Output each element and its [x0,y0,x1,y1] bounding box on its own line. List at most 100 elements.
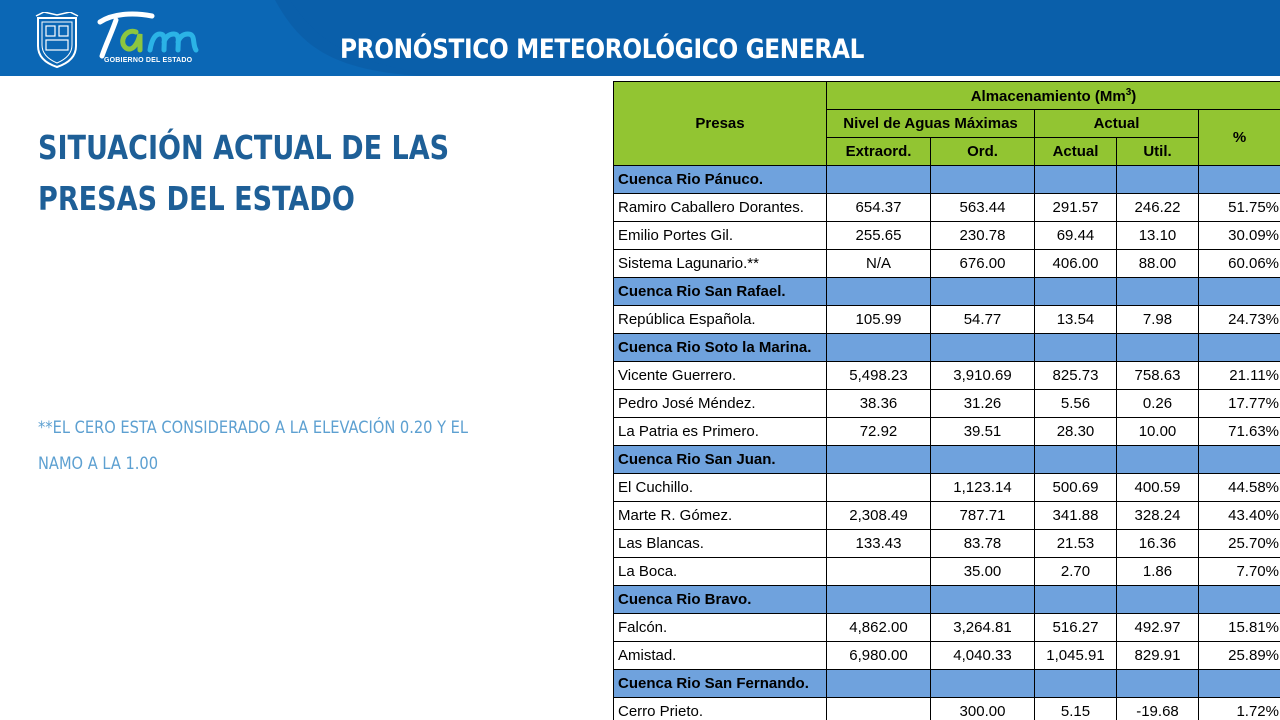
cell-ord: 39.51 [930,417,1035,446]
table-row: Sistema Lagunario.** N/A 676.00 406.00 88.00… [613,249,1280,278]
group-empty-cell [1116,165,1199,194]
cell-util: 16.36 [1116,529,1199,558]
cell-extraord: 5,498.23 [826,361,931,390]
group-empty-cell [826,165,931,194]
cell-ord: 563.44 [930,193,1035,222]
group-empty-cell [1034,445,1117,474]
state-seal-icon [35,12,79,68]
cell-util: 1.86 [1116,557,1199,586]
group-empty-cell [1198,277,1280,306]
presa-name: Pedro José Méndez. [613,389,827,418]
presa-name: Ramiro Caballero Dorantes. [613,193,827,222]
tam-logo [92,8,212,70]
table-row: La Boca. 35.00 2.70 1.86 7.70% [613,557,1280,586]
header-almacenamiento-exponent: 3 [1125,86,1132,98]
cell-pct: 21.11% [1198,361,1280,390]
header-almacenamiento-label: Almacenamiento (Mm [970,87,1126,105]
cell-actual: 1,045.91 [1034,641,1117,670]
group-empty-cell [1034,277,1117,306]
header-actual: Actual [1034,137,1117,166]
table-row: Marte R. Gómez. 2,308.49 787.71 341.88 328.2… [613,501,1280,530]
cell-ord: 300.00 [930,697,1035,720]
group-empty-cell [930,585,1035,614]
header-almacenamiento: Almacenamiento (Mm3) [826,81,1280,110]
cell-ord: 4,040.33 [930,641,1035,670]
group-empty-cell [930,669,1035,698]
cell-actual: 500.69 [1034,473,1117,502]
cell-ord: 787.71 [930,501,1035,530]
cell-extraord [826,697,931,720]
table-row: Emilio Portes Gil. 255.65 230.78 69.44 13.10… [613,221,1280,250]
cell-util: 0.26 [1116,389,1199,418]
presa-name: Emilio Portes Gil. [613,221,827,250]
group-empty-cell [930,333,1035,362]
table-row: Vicente Guerrero. 5,498.23 3,910.69 825.73 7… [613,361,1280,390]
presa-name: Vicente Guerrero. [613,361,827,390]
cell-extraord: 72.92 [826,417,931,446]
cell-pct: 1.72% [1198,697,1280,720]
header-nivel-aguas-maximas: Nivel de Aguas Máximas [826,109,1035,138]
table-row: Falcón. 4,862.00 3,264.81 516.27 492.97 15.81… [613,613,1280,642]
group-empty-cell [930,445,1035,474]
group-empty-cell [1198,333,1280,362]
presa-name: República Española. [613,305,827,334]
cell-extraord [826,557,931,586]
cell-extraord: 38.36 [826,389,931,418]
cell-util: 88.00 [1116,249,1199,278]
cell-ord: 35.00 [930,557,1035,586]
group-empty-cell [930,165,1035,194]
header-ord: Ord. [930,137,1035,166]
presa-name: Sistema Lagunario.** [613,249,827,278]
header-percent: % [1198,109,1280,166]
cell-util: 400.59 [1116,473,1199,502]
cell-ord: 83.78 [930,529,1035,558]
cell-util: 13.10 [1116,221,1199,250]
group-empty-cell [826,669,931,698]
page-title-line-1: SITUACIÓN ACTUAL DE LAS [38,128,450,167]
cell-pct: 25.89% [1198,641,1280,670]
group-empty-cell [1198,585,1280,614]
table-group-row: Cuenca Rio San Juan. [613,445,1280,474]
table-group-row: Cuenca Rio Bravo. [613,585,1280,614]
group-name: Cuenca Rio San Juan. [613,445,827,474]
presa-name: Las Blancas. [613,529,827,558]
table-body: Cuenca Rio Pánuco. Ramiro Caballero Doran… [613,165,1280,720]
group-empty-cell [1198,165,1280,194]
cell-ord: 676.00 [930,249,1035,278]
cell-ord: 3,910.69 [930,361,1035,390]
cell-pct: 17.77% [1198,389,1280,418]
table-row: La Patria es Primero. 72.92 39.51 28.30 10.0… [613,417,1280,446]
header-banner: GOBIERNO DEL ESTADO PRONÓSTICO METEOROLÓ… [0,0,1280,76]
page-title: SITUACIÓN ACTUAL DE LAS PRESAS DEL ESTAD… [38,122,464,224]
group-empty-cell [1034,669,1117,698]
group-empty-cell [1116,333,1199,362]
cell-pct: 15.81% [1198,613,1280,642]
cell-actual: 825.73 [1034,361,1117,390]
cell-extraord: 105.99 [826,305,931,334]
group-empty-cell [826,445,931,474]
cell-pct: 30.09% [1198,221,1280,250]
cell-actual: 406.00 [1034,249,1117,278]
table-row: Cerro Prieto. 300.00 5.15 -19.68 1.72% [613,697,1280,720]
table-group-row: Cuenca Rio San Fernando. [613,669,1280,698]
cell-util: -19.68 [1116,697,1199,720]
table-row: Amistad. 6,980.00 4,040.33 1,045.91 829.91 25… [613,641,1280,670]
footnote-line-2: NAMO A LA 1.00 [38,454,159,474]
cell-extraord: 4,862.00 [826,613,931,642]
group-empty-cell [1034,333,1117,362]
cell-pct: 71.63% [1198,417,1280,446]
group-empty-cell [930,277,1035,306]
cell-extraord: 255.65 [826,221,931,250]
page-title-line-2: PRESAS DEL ESTADO [38,179,355,218]
cell-util: 10.00 [1116,417,1199,446]
cell-actual: 13.54 [1034,305,1117,334]
cell-pct: 24.73% [1198,305,1280,334]
cell-actual: 341.88 [1034,501,1117,530]
group-empty-cell [826,585,931,614]
table-row: Ramiro Caballero Dorantes. 654.37 563.44 29… [613,193,1280,222]
cell-actual: 69.44 [1034,221,1117,250]
cell-actual: 28.30 [1034,417,1117,446]
footnote-line-1: **EL CERO ESTA CONSIDERADO A LA ELEVACIÓ… [38,418,469,438]
presa-name: La Patria es Primero. [613,417,827,446]
logo-subtitle: GOBIERNO DEL ESTADO [104,57,193,64]
